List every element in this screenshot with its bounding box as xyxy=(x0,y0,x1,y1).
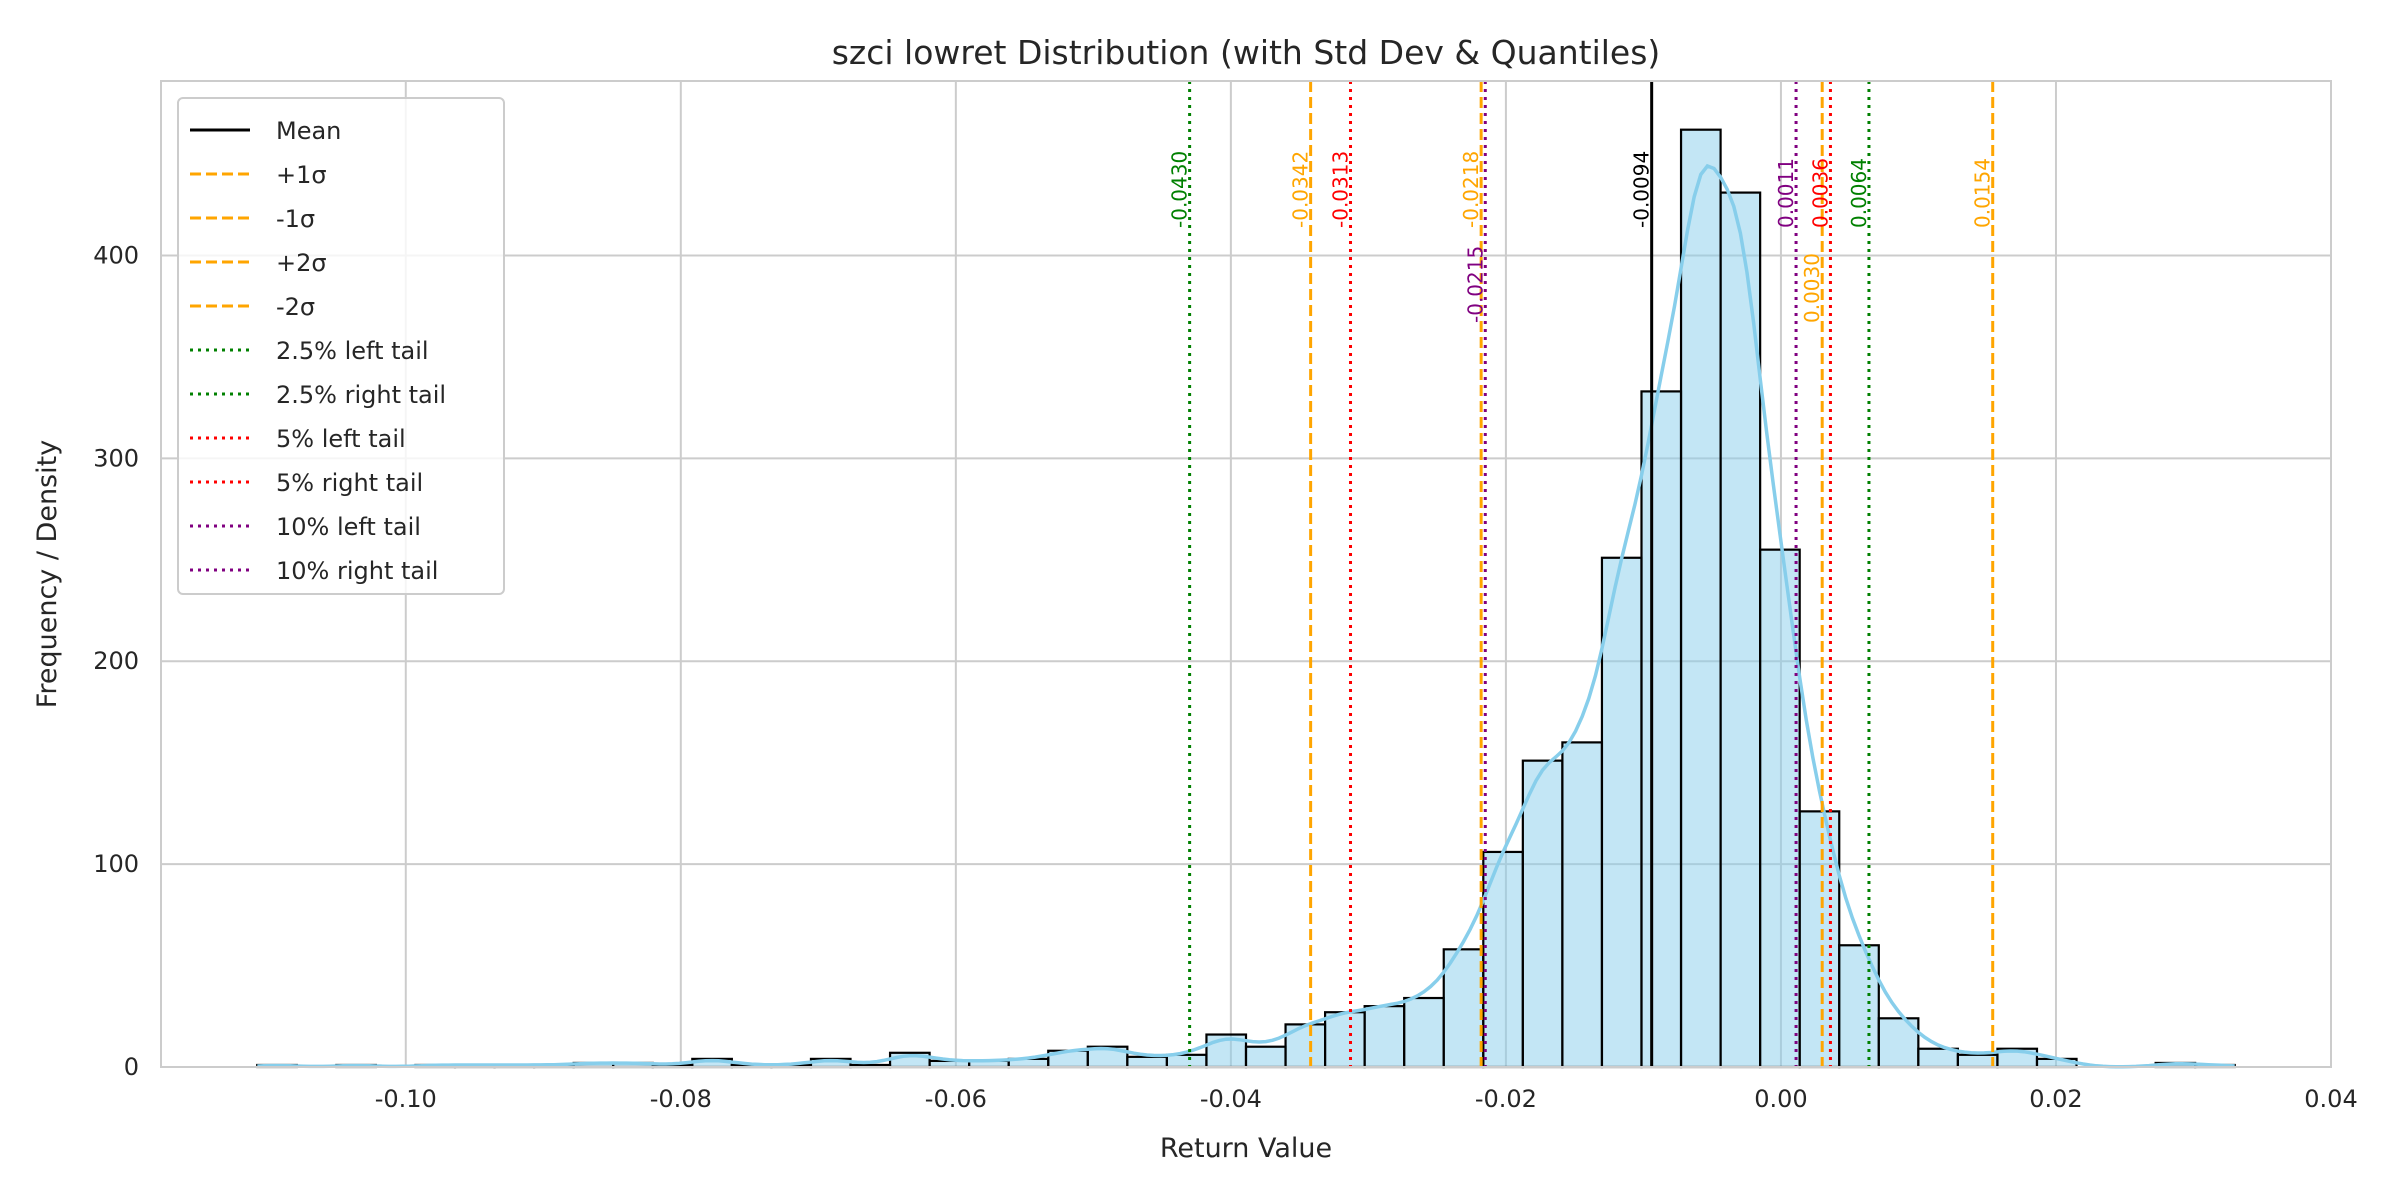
legend-label: -1σ xyxy=(276,205,315,233)
x-tick-label: 0.04 xyxy=(2304,1085,2357,1113)
x-tick-label: -0.08 xyxy=(650,1085,712,1113)
legend-label: 10% left tail xyxy=(276,513,421,541)
legend-label: 10% right tail xyxy=(276,557,438,585)
kde-curve xyxy=(257,163,2235,1069)
reference-line-label: -0.0430 xyxy=(1168,151,1192,228)
y-tick-label: 100 xyxy=(93,850,139,878)
reference-line-label: 0.0030 xyxy=(1800,253,1824,323)
reference-line-label: 0.0064 xyxy=(1847,158,1871,228)
histogram-bar xyxy=(1521,759,1564,1069)
histogram-bar xyxy=(1719,191,1762,1069)
legend-label: +2σ xyxy=(276,249,327,277)
histogram-bar xyxy=(1244,1045,1287,1069)
legend-label: Mean xyxy=(276,117,341,145)
x-axis-label: Return Value xyxy=(1160,1133,1332,1164)
x-tick-label: -0.02 xyxy=(1475,1085,1537,1113)
reference-line-label: -0.0342 xyxy=(1289,151,1313,228)
y-tick-label: 400 xyxy=(93,241,139,269)
y-tick-label: 300 xyxy=(93,444,139,472)
x-axis-ticks: -0.10 -0.08 -0.06 -0.04 -0.02 0.00 0.02 0.04 xyxy=(375,1085,2358,1113)
histogram-bar xyxy=(1600,556,1643,1069)
legend-label: +1σ xyxy=(276,161,327,189)
x-tick-label: -0.06 xyxy=(925,1085,987,1113)
histogram-bar xyxy=(1323,1011,1366,1069)
x-tick-label: -0.04 xyxy=(1200,1085,1262,1113)
reference-line-label: 0.0036 xyxy=(1808,158,1832,228)
x-tick-label: 0.02 xyxy=(2029,1085,2082,1113)
reference-lines: -0.0094 0.0030 -0.0218 0.0154 -0.0342 -0.0430… xyxy=(1168,81,1995,1067)
y-axis-label: Frequency / Density xyxy=(32,440,63,708)
histogram-bar xyxy=(1403,996,1445,1069)
legend-label: 2.5% right tail xyxy=(276,381,446,409)
reference-line-label: -0.0094 xyxy=(1630,151,1654,228)
histogram-bar xyxy=(1561,741,1604,1069)
legend-box xyxy=(177,97,505,595)
histogram-bar xyxy=(1640,390,1683,1069)
reference-line-label: 0.0011 xyxy=(1774,158,1798,228)
chart-title: szci lowret Distribution (with Std Dev &… xyxy=(832,33,1661,72)
y-tick-label: 200 xyxy=(93,647,139,675)
reference-line-label: 0.0154 xyxy=(1971,158,1995,228)
histogram-bar xyxy=(1165,1053,1208,1069)
histogram-bar xyxy=(1363,1005,1406,1069)
kde-curve-group xyxy=(257,163,2235,1069)
histogram-bar xyxy=(1679,128,1722,1069)
x-tick-label: 0.00 xyxy=(1754,1085,1807,1113)
reference-line-label: -0.0215 xyxy=(1463,246,1487,323)
histogram-bar xyxy=(1126,1055,1169,1069)
legend: Mean +1σ -1σ +2σ -2σ 2.5% left tail 2.5% right… xyxy=(177,97,505,595)
legend-label: 2.5% left tail xyxy=(276,337,429,365)
legend-label: -2σ xyxy=(276,293,315,321)
x-tick-label: -0.10 xyxy=(375,1085,437,1113)
y-tick-label: 0 xyxy=(124,1053,139,1081)
histogram-bar xyxy=(1442,948,1485,1069)
legend-label: 5% right tail xyxy=(276,469,423,497)
legend-label: 5% left tail xyxy=(276,425,406,453)
reference-line-label: -0.0313 xyxy=(1329,151,1353,228)
reference-line-label: -0.0218 xyxy=(1459,151,1483,228)
y-axis-ticks: 0 100 200 300 400 xyxy=(93,241,139,1081)
plot-frame xyxy=(160,80,2332,1068)
